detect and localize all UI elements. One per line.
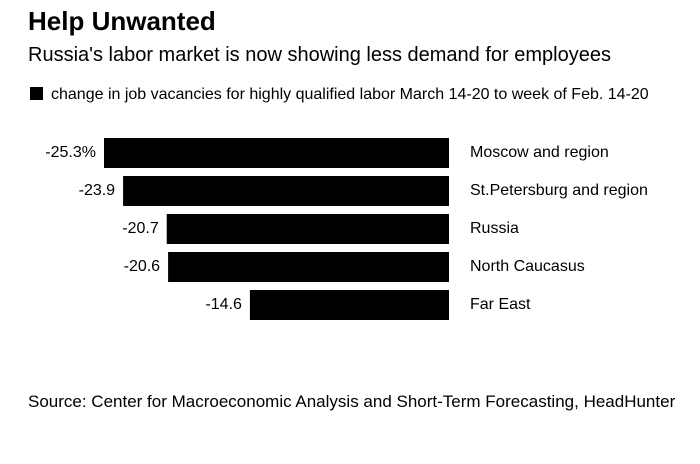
bar	[249, 290, 449, 320]
source-note: Source: Center for Macroeconomic Analysi…	[28, 392, 676, 411]
value-label: -20.7	[122, 220, 159, 237]
chart-subtitle: Russia's labor market is now showing les…	[28, 44, 611, 66]
value-label: -20.6	[124, 258, 161, 275]
bar	[123, 176, 449, 206]
legend: change in job vacancies for highly quali…	[30, 84, 690, 106]
value-label: -14.6	[205, 296, 242, 313]
category-label: Moscow and region	[470, 144, 609, 161]
legend-label: change in job vacancies for highly quali…	[51, 86, 649, 103]
category-label: St.Petersburg and region	[470, 182, 648, 199]
category-label: Russia	[470, 220, 519, 237]
bar	[166, 214, 449, 244]
chart-title: Help Unwanted	[28, 6, 216, 36]
legend-swatch	[30, 87, 43, 100]
category-label: North Caucasus	[470, 258, 585, 275]
value-label: -23.9	[79, 182, 116, 199]
value-label: -25.3%	[45, 144, 96, 161]
bar	[168, 252, 449, 282]
bar	[104, 138, 449, 168]
category-label: Far East	[470, 296, 531, 313]
chart: -25.3% Moscow and region -23.9 St.Petersbur…	[45, 138, 648, 320]
